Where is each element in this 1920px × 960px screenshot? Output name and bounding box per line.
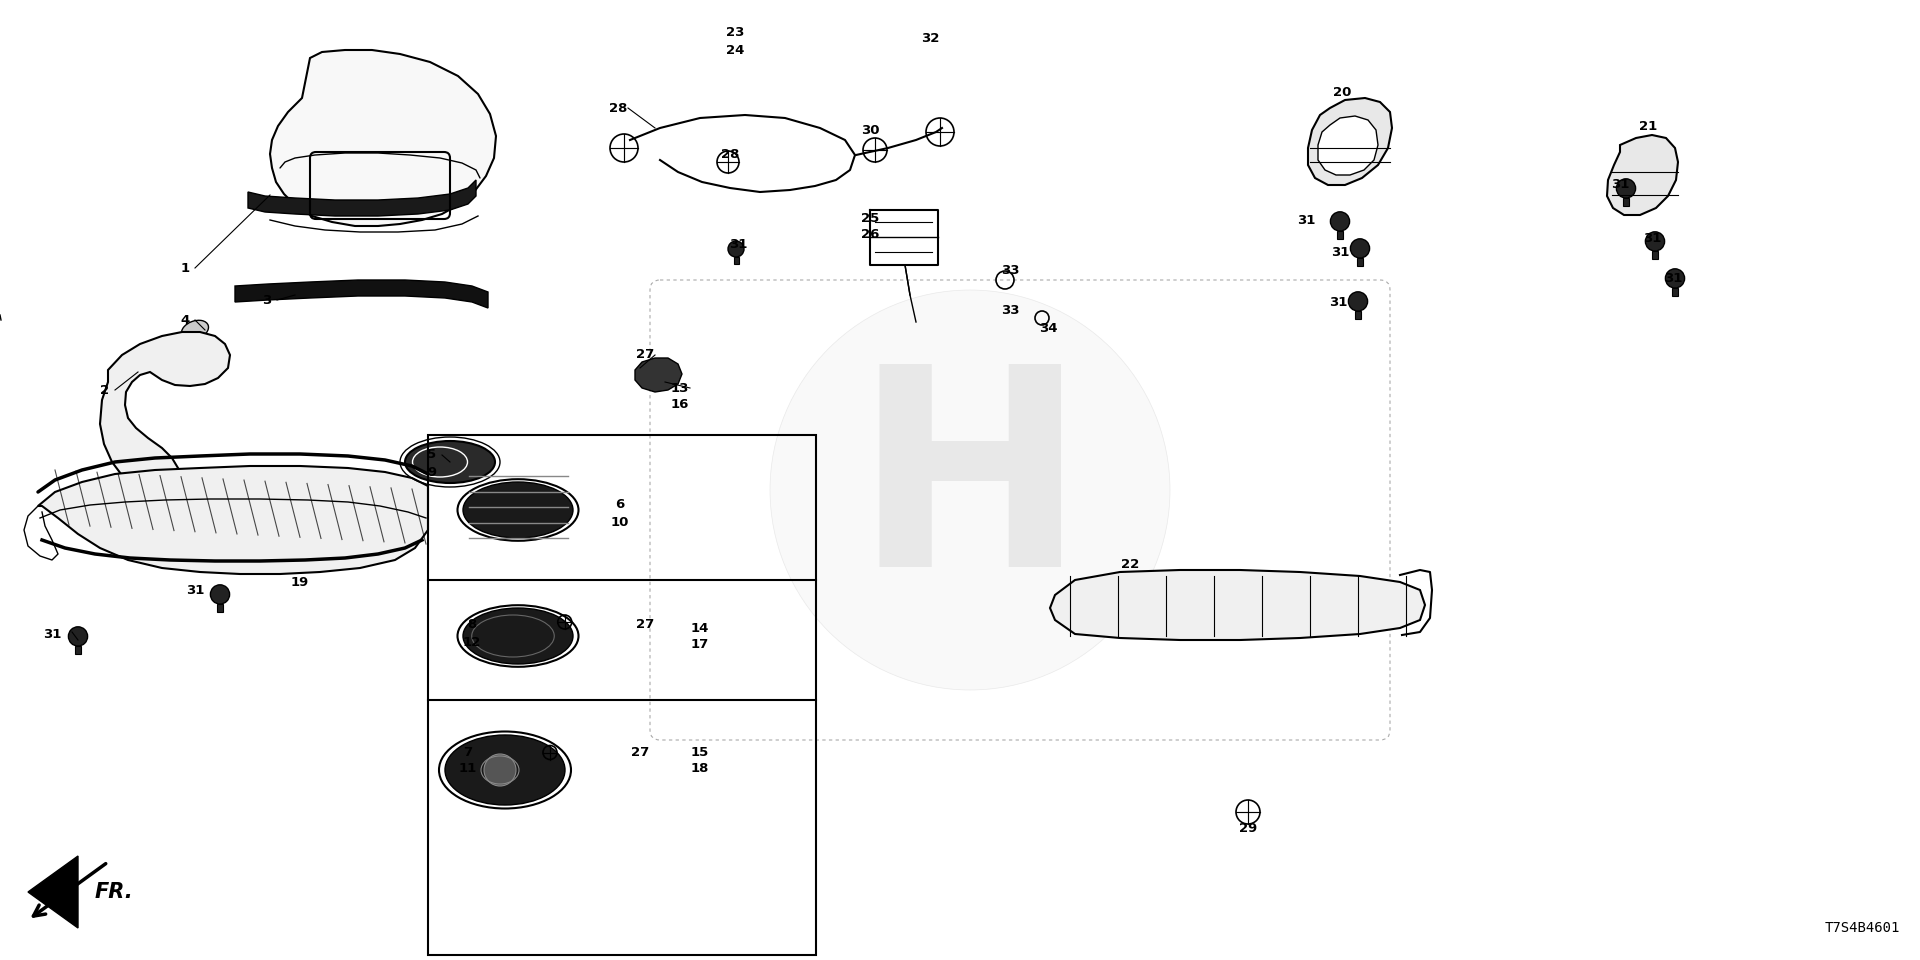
Text: 31: 31 (186, 584, 204, 596)
Text: 19: 19 (290, 575, 309, 588)
Bar (217, 604, 223, 612)
Polygon shape (1317, 116, 1379, 175)
Text: 20: 20 (1332, 85, 1352, 99)
Circle shape (1645, 231, 1665, 251)
Text: 31: 31 (1329, 296, 1348, 308)
Polygon shape (100, 332, 230, 492)
Text: 17: 17 (691, 637, 708, 651)
Circle shape (1617, 179, 1636, 198)
Text: 13: 13 (670, 381, 689, 395)
Text: 28: 28 (720, 149, 739, 161)
Bar (428, 435, 816, 955)
Text: 16: 16 (670, 397, 689, 411)
Text: 12: 12 (463, 636, 482, 649)
Polygon shape (1308, 98, 1392, 185)
Bar (1651, 251, 1659, 259)
Text: 31: 31 (1331, 246, 1350, 258)
Text: 28: 28 (609, 102, 628, 114)
Text: 33: 33 (1000, 263, 1020, 276)
Text: 21: 21 (1640, 119, 1657, 132)
Polygon shape (234, 280, 488, 308)
Polygon shape (248, 180, 476, 216)
Circle shape (211, 585, 230, 604)
Text: 24: 24 (726, 43, 745, 57)
Text: 31: 31 (1611, 179, 1630, 191)
Ellipse shape (463, 608, 572, 664)
Text: 7: 7 (463, 746, 472, 758)
Text: 29: 29 (1238, 822, 1258, 834)
Ellipse shape (405, 441, 495, 483)
Text: 14: 14 (691, 621, 708, 635)
Circle shape (1350, 239, 1369, 258)
Text: 4: 4 (180, 314, 190, 326)
Text: 27: 27 (632, 746, 649, 758)
Text: 34: 34 (1039, 322, 1058, 334)
Circle shape (1331, 212, 1350, 231)
Text: 31: 31 (42, 629, 61, 641)
Text: 32: 32 (922, 32, 939, 44)
Polygon shape (636, 358, 682, 392)
Text: 23: 23 (726, 26, 745, 38)
Polygon shape (38, 466, 428, 574)
Ellipse shape (445, 735, 564, 805)
Circle shape (770, 290, 1169, 690)
Text: 30: 30 (860, 124, 879, 136)
Text: H: H (854, 355, 1087, 625)
Bar (1336, 231, 1342, 239)
Text: 3: 3 (263, 294, 271, 306)
Polygon shape (1050, 570, 1425, 640)
Polygon shape (271, 50, 495, 226)
Bar (1672, 288, 1678, 297)
Text: 22: 22 (1121, 559, 1139, 571)
Text: 2: 2 (100, 383, 109, 396)
Text: 8: 8 (467, 618, 476, 632)
Text: 11: 11 (459, 762, 478, 776)
Circle shape (1665, 269, 1684, 288)
Bar (75, 646, 81, 655)
Polygon shape (1607, 135, 1678, 215)
Text: 18: 18 (691, 761, 708, 775)
Bar (1356, 311, 1361, 320)
Ellipse shape (182, 321, 209, 340)
Text: 10: 10 (611, 516, 630, 529)
Text: FR.: FR. (94, 882, 134, 902)
Text: 31: 31 (730, 238, 747, 252)
Text: 9: 9 (428, 466, 436, 478)
Text: 1: 1 (180, 261, 190, 275)
Circle shape (1348, 292, 1367, 311)
Circle shape (484, 754, 516, 786)
Circle shape (69, 627, 88, 646)
Text: 26: 26 (860, 228, 879, 242)
Text: 31: 31 (1665, 272, 1682, 284)
Circle shape (728, 241, 745, 257)
Text: 33: 33 (1000, 303, 1020, 317)
Text: 15: 15 (691, 746, 708, 758)
Text: 25: 25 (860, 211, 879, 225)
Text: 27: 27 (636, 618, 655, 632)
Text: T7S4B4601: T7S4B4601 (1824, 921, 1899, 935)
Text: 31: 31 (1644, 231, 1661, 245)
Text: 31: 31 (1296, 213, 1315, 227)
Text: 5: 5 (428, 448, 436, 462)
Text: 6: 6 (616, 498, 624, 512)
Bar (1357, 258, 1363, 266)
Ellipse shape (463, 482, 572, 538)
Bar (1622, 198, 1628, 206)
Text: 27: 27 (636, 348, 655, 362)
Bar (733, 257, 739, 264)
Polygon shape (29, 856, 79, 928)
